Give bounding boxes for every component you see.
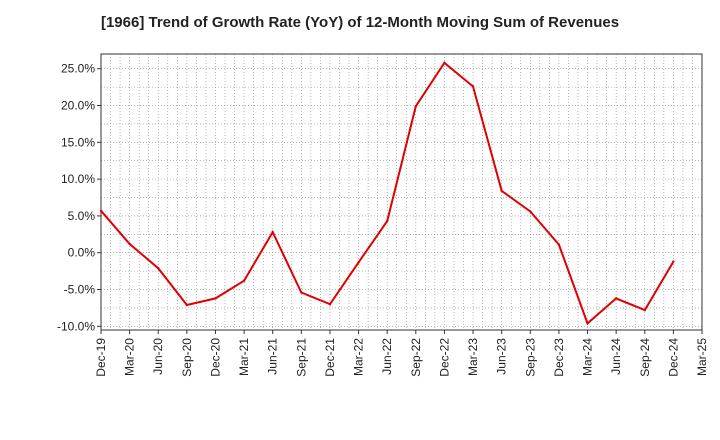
- data-point: [443, 61, 446, 65]
- data-point: [157, 266, 160, 270]
- data-point: [529, 210, 532, 213]
- data-point: [128, 242, 131, 246]
- data-point: [643, 308, 646, 312]
- data-point: [99, 209, 103, 212]
- y-tick-label: 0.0%: [68, 246, 96, 260]
- x-tick-label: Sep-20: [180, 338, 194, 377]
- x-tick-label: Jun-22: [380, 338, 394, 375]
- x-tick-label: Jun-20: [151, 338, 165, 375]
- x-tick-label: Mar-24: [581, 338, 595, 376]
- data-point: [185, 303, 189, 307]
- axes: [97, 53, 703, 334]
- data-point: [242, 279, 246, 282]
- x-tick-label: Mar-21: [237, 338, 251, 376]
- x-tick-labels: Dec-19 Mar-20 Jun-20 Sep-20 Dec-20 Mar-21 Jun-…: [94, 338, 709, 377]
- y-tick-label: -10.0%: [57, 319, 95, 333]
- data-point: [214, 297, 217, 300]
- x-tick-label: Sep-21: [294, 338, 308, 377]
- data-point: [614, 297, 618, 300]
- data-point: [471, 85, 475, 88]
- series-line: [100, 61, 675, 326]
- data-point: [328, 303, 332, 306]
- grid: [100, 54, 703, 330]
- plot-frame: [100, 53, 703, 331]
- x-tick-label: Sep-22: [409, 338, 423, 377]
- y-tick-label: 10.0%: [61, 172, 95, 186]
- y-tick-labels: 25.0% 20.0% 15.0% 10.0% 5.0% 0.0% -5.0% -10.0%: [57, 62, 95, 334]
- data-point: [414, 105, 418, 108]
- data-point: [271, 230, 274, 234]
- x-tick-label: Sep-24: [638, 338, 652, 377]
- x-tick-label: Dec-20: [208, 338, 222, 377]
- x-tick-label: Mar-20: [123, 338, 137, 376]
- series-layer: [99, 61, 675, 326]
- y-tick-label: 15.0%: [61, 135, 95, 149]
- x-tick-label: Jun-21: [266, 338, 280, 375]
- data-point: [586, 322, 589, 325]
- x-tick-label: Dec-19: [94, 338, 108, 377]
- data-point: [300, 291, 303, 294]
- x-tick-label: Dec-21: [323, 338, 337, 377]
- x-tick-label: Mar-25: [695, 338, 709, 376]
- x-tick-label: Mar-22: [352, 338, 366, 376]
- x-tick-label: Dec-22: [437, 338, 451, 377]
- data-point: [500, 189, 503, 193]
- chart-title: [1966] Trend of Growth Rate (YoY) of 12-…: [100, 14, 620, 31]
- x-tick-label: Dec-23: [552, 338, 566, 377]
- x-tick-label: Dec-24: [666, 338, 680, 377]
- y-tick-label: -5.0%: [64, 283, 96, 297]
- data-point: [357, 261, 360, 264]
- x-tick-label: Mar-23: [466, 338, 480, 376]
- x-tick-label: Sep-23: [523, 338, 537, 377]
- data-point: [557, 243, 561, 246]
- data-point: [385, 219, 389, 223]
- y-tick-label: 25.0%: [61, 62, 95, 76]
- y-tick-label: 20.0%: [61, 99, 95, 113]
- y-tick-label: 5.0%: [68, 209, 96, 223]
- x-tick-label: Jun-23: [495, 338, 509, 375]
- x-tick-label: Jun-24: [609, 338, 623, 375]
- data-point: [672, 260, 675, 263]
